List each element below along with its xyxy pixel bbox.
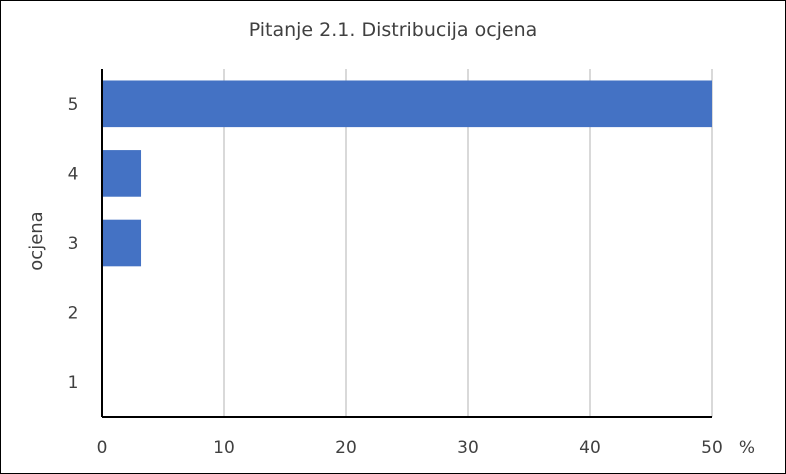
chart-title: Pitanje 2.1. Distribucija ocjena <box>248 19 538 41</box>
y-tick-label-3: 3 <box>68 234 79 254</box>
x-unit-label: % <box>739 438 755 458</box>
y-tick-label-4: 4 <box>68 164 79 184</box>
y-axis-title: ocjena <box>26 211 47 270</box>
bar-4 <box>102 150 142 197</box>
x-tick-label-40: 40 <box>579 438 601 458</box>
y-tick-label-5: 5 <box>68 95 79 115</box>
x-tick-label-20: 20 <box>335 438 357 458</box>
x-tick-label-0: 0 <box>97 438 108 458</box>
y-tick-label-2: 2 <box>68 304 79 324</box>
x-tick-label-30: 30 <box>457 438 479 458</box>
x-tick-label-50: 50 <box>701 438 723 458</box>
bar-3 <box>102 219 142 267</box>
x-tick-label-10: 10 <box>213 438 235 458</box>
bar-5 <box>102 80 712 128</box>
y-tick-label-1: 1 <box>68 373 79 393</box>
